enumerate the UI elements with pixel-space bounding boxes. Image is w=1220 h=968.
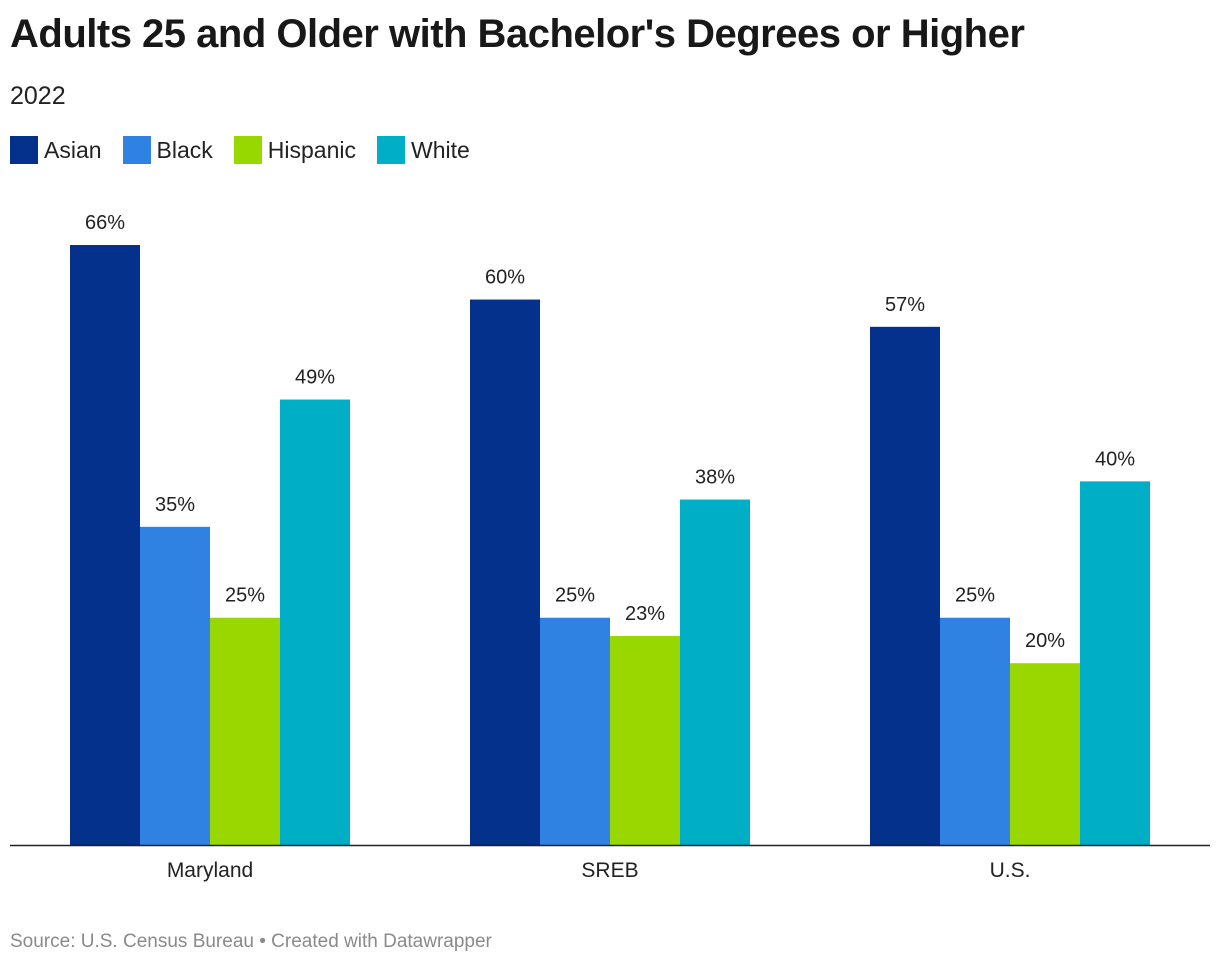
x-tick-label-sreb: SREB <box>581 859 638 882</box>
legend-swatch-white <box>377 136 406 164</box>
data-label-maryland-black: 35% <box>155 494 195 516</box>
data-label-maryland-asian: 66% <box>85 212 125 234</box>
bar-u-s-asian <box>870 326 940 845</box>
bar-maryland-white <box>280 399 350 845</box>
legend-swatch-asian <box>10 136 38 164</box>
legend-item-white: White <box>377 136 470 164</box>
legend-item-black: Black <box>122 136 213 164</box>
legend-item-asian: Asian <box>10 136 102 164</box>
legend-label-hispanic: Hispanic <box>267 136 357 163</box>
data-label-maryland-hispanic: 25% <box>225 585 265 607</box>
legend-swatch-black <box>122 136 151 164</box>
bar-u-s-white <box>1080 481 1150 845</box>
legend-label-black: Black <box>156 136 213 163</box>
bar-chart: 66% 35% 25% 49% Maryland 60% 25% 23% 38% SREB 57% 2… <box>10 212 1210 882</box>
x-tick-label-u-s: U.S. <box>990 859 1031 882</box>
bar-sreb-white <box>680 499 750 845</box>
source-note: Source: U.S. Census Bureau • Created wit… <box>10 931 492 952</box>
bar-maryland-hispanic <box>210 617 280 845</box>
bar-maryland-asian <box>70 245 140 845</box>
legend-label-white: White <box>411 136 470 163</box>
data-label-sreb-hispanic: 23% <box>625 603 665 625</box>
bar-sreb-hispanic <box>610 635 680 845</box>
x-tick-label-maryland: Maryland <box>167 859 253 882</box>
data-label-u-s-hispanic: 20% <box>1025 630 1065 652</box>
data-label-sreb-asian: 60% <box>485 267 525 289</box>
data-label-u-s-black: 25% <box>955 585 995 607</box>
bar-sreb-black <box>540 617 610 845</box>
data-label-sreb-black: 25% <box>555 585 595 607</box>
data-label-u-s-asian: 57% <box>885 294 925 316</box>
bar-u-s-black <box>940 617 1010 845</box>
bar-maryland-black <box>140 526 210 845</box>
chart-title: Adults 25 and Older with Bachelor's Degr… <box>10 12 1025 56</box>
data-label-maryland-white: 49% <box>295 367 335 389</box>
chart-subtitle: 2022 <box>10 82 66 110</box>
legend: Asian Black Hispanic White <box>10 136 491 164</box>
data-label-u-s-white: 40% <box>1095 448 1135 470</box>
legend-label-asian: Asian <box>44 136 102 163</box>
bar-sreb-asian <box>470 299 540 845</box>
legend-item-hispanic: Hispanic <box>233 136 357 164</box>
bar-u-s-hispanic <box>1010 663 1080 845</box>
legend-swatch-hispanic <box>233 136 262 164</box>
data-label-sreb-white: 38% <box>695 467 735 489</box>
